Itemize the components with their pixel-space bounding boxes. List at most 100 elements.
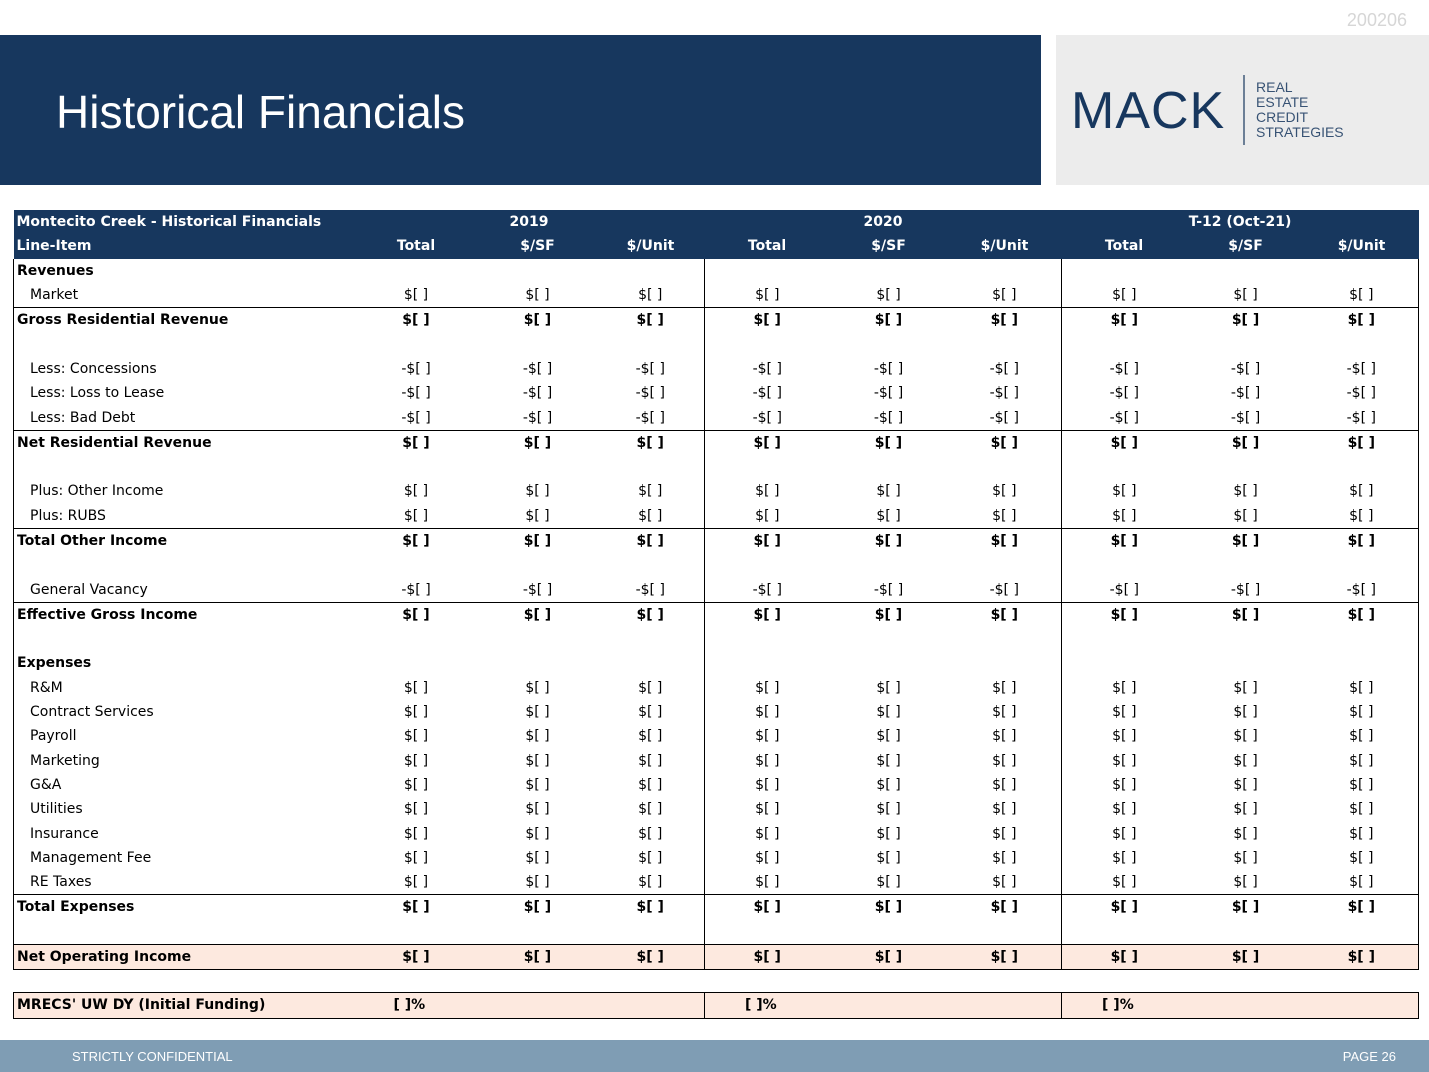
value-cell: -$[ ] [1230, 360, 1261, 377]
row-label [13, 553, 354, 578]
value-cell: $[ ] [478, 943, 597, 971]
table-row: Less: Concessions -$[ ] -$[ ] -$[ ] -$[ ] -$[… [13, 356, 1420, 382]
value-cell [1304, 553, 1420, 578]
row-label: Plus: Other Income [13, 479, 354, 504]
table-row: Utilities $[ ] $[ ] $[ ] $[ ] $[ ] $[ ] $[ ] $[ … [13, 797, 1420, 822]
value-cell: $[ ] [638, 483, 663, 500]
period-header: 2019 [353, 210, 705, 235]
value-cell [1304, 332, 1420, 357]
value-cell [479, 259, 597, 283]
table-row: Less: Bad Debt -$[ ] -$[ ] -$[ ] -$[ ] -$[ ] -… [13, 405, 1420, 431]
value-cell [1187, 553, 1305, 577]
value-cell: -$[ ] [1230, 581, 1261, 598]
value-cell: $[ ] [704, 797, 830, 822]
value-cell [704, 454, 830, 480]
row-label: Total Other Income [13, 527, 354, 554]
subcol-header: Total [1061, 234, 1187, 259]
value-cell [704, 332, 830, 357]
value-cell: $[ ] [403, 801, 429, 818]
value-cell: $[ ] [596, 601, 705, 628]
value-cell: $[ ] [1304, 429, 1420, 455]
row-label: G&A [13, 772, 354, 798]
value-cell: $[ ] [704, 307, 830, 333]
value-cell: $[ ] [704, 527, 830, 554]
value-cell: $[ ] [1304, 943, 1420, 971]
value-cell [948, 627, 1062, 651]
value-cell: -$[ ] [635, 409, 665, 426]
value-cell [948, 920, 1062, 945]
value-cell [1061, 553, 1187, 578]
value-cell: $[ ] [1304, 894, 1420, 920]
value-cell: -$[ ] [873, 581, 904, 598]
row-label: Total Expenses [13, 894, 354, 920]
value-cell: $[ ] [829, 429, 948, 455]
value-cell [597, 651, 705, 675]
table-row: Management Fee $[ ] $[ ] $[ ] $[ ] $[ ] $[ ] $[… [13, 845, 1420, 871]
line-item-header: Line-Item [13, 234, 354, 259]
subcol-header: $/Unit [1304, 234, 1419, 259]
value-cell: $[ ] [947, 307, 1062, 333]
footer-bar: STRICTLY CONFIDENTIAL PAGE 26 [0, 1040, 1429, 1072]
confidential-label: STRICTLY CONFIDENTIAL [72, 1049, 233, 1064]
value-cell: $[ ] [525, 679, 550, 696]
value-cell: $[ ] [992, 483, 1017, 500]
value-cell: $[ ] [1304, 772, 1420, 798]
value-cell: $[ ] [596, 527, 705, 554]
row-label: Management Fee [13, 845, 354, 871]
historical-financials-table: Montecito Creek - Historical Financials … [13, 210, 1420, 1019]
table-row: Total Expenses $[ ] $[ ] $[ ] $[ ] $[ ] $[ ] $[… [13, 894, 1420, 920]
value-cell [704, 627, 830, 652]
value-cell: -$[ ] [1061, 356, 1187, 382]
row-label: Contract Services [13, 699, 354, 725]
value-cell: $[ ] [638, 679, 663, 696]
value-cell [830, 455, 948, 479]
value-cell: -$[ ] [522, 360, 553, 377]
title-banner: Historical Financials [0, 35, 1041, 185]
value-cell: $[ ] [1061, 307, 1187, 333]
value-cell: -$[ ] [635, 581, 665, 598]
row-label [13, 627, 354, 652]
value-cell: $[ ] [525, 728, 550, 745]
value-cell: $[ ] [704, 699, 830, 725]
table-row [13, 553, 1420, 578]
value-cell: -$[ ] [635, 385, 665, 402]
value-cell: $[ ] [1304, 503, 1420, 529]
value-cell: $[ ] [403, 874, 429, 891]
subcol-header: $/SF [829, 234, 948, 259]
value-cell: -$[ ] [1061, 405, 1187, 431]
table-row: Payroll $[ ] $[ ] $[ ] $[ ] $[ ] $[ ] $[ ] $[ ] $… [13, 724, 1420, 749]
subcol-header: $/Unit [947, 234, 1062, 259]
value-cell: $[ ] [1186, 527, 1305, 554]
value-cell [1061, 258, 1187, 283]
value-cell: $[ ] [992, 849, 1017, 866]
value-cell: $[ ] [525, 507, 550, 524]
value-cell: $[ ] [876, 801, 901, 818]
value-cell [1187, 455, 1305, 479]
value-cell: $[ ] [1061, 429, 1187, 455]
value-cell: $[ ] [1233, 825, 1258, 842]
debt-yield-value: [ ]% [353, 992, 705, 1019]
value-cell [830, 553, 948, 577]
value-cell: $[ ] [704, 772, 830, 798]
value-cell: $[ ] [353, 307, 479, 333]
table-row: Gross Residential Revenue $[ ] $[ ] $[ ] $[ … [13, 307, 1420, 333]
value-cell [948, 259, 1062, 283]
value-cell: $[ ] [403, 849, 429, 866]
value-cell: $[ ] [353, 429, 479, 455]
value-cell [1061, 919, 1187, 945]
value-cell [704, 919, 830, 945]
table-row [13, 919, 1420, 945]
value-cell: $[ ] [403, 728, 429, 745]
value-cell: $[ ] [403, 287, 429, 304]
company-logo: MACK REAL ESTATE CREDIT STRATEGIES [1056, 35, 1429, 185]
value-cell: $[ ] [1061, 699, 1187, 725]
value-cell: $[ ] [1304, 845, 1420, 871]
page-title: Historical Financials [56, 86, 466, 138]
table-row: Less: Loss to Lease -$[ ] -$[ ] -$[ ] -$[ ] -… [13, 381, 1420, 406]
row-label: Insurance [13, 821, 354, 846]
value-cell: -$[ ] [522, 581, 553, 598]
value-cell: $[ ] [353, 527, 479, 554]
value-cell: -$[ ] [1230, 409, 1261, 426]
value-cell [597, 259, 705, 283]
value-cell: $[ ] [992, 728, 1017, 745]
